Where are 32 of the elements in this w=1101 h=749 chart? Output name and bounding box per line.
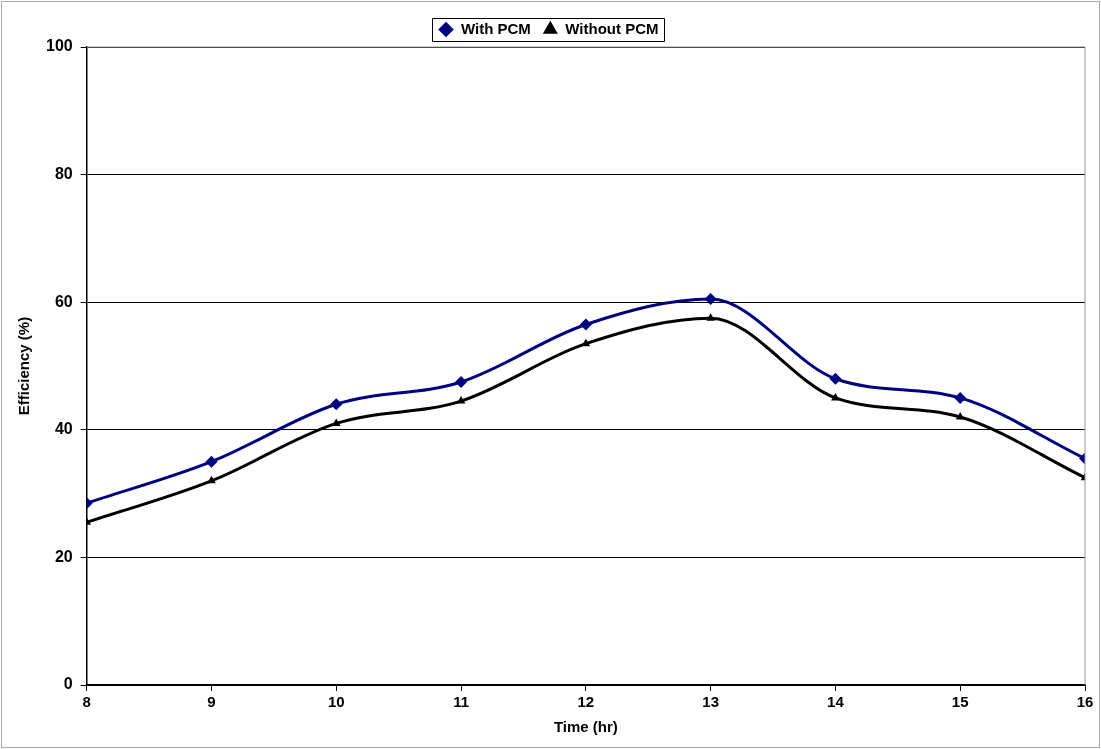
point (455, 375, 468, 388)
x-tick-label: 16 (1076, 693, 1094, 711)
x-tick-label: 13 (702, 693, 719, 711)
y-axis-title: Efficiency (%) (15, 316, 33, 416)
y-tick-label: 40 (54, 420, 73, 438)
point (704, 293, 717, 306)
legend-label: With PCM (460, 19, 531, 37)
y-tick-label: 60 (54, 292, 73, 310)
point (207, 475, 216, 484)
point (579, 318, 592, 331)
x-tick-label: 10 (327, 693, 345, 711)
x-tick-label: 11 (453, 693, 469, 711)
x-tick-label: 9 (207, 693, 216, 711)
point (829, 372, 842, 385)
x-tick-label: 14 (827, 693, 845, 711)
point (831, 392, 840, 401)
point (955, 412, 965, 420)
point (456, 396, 466, 404)
x-tick-label: 8 (82, 693, 91, 711)
x-tick-label: 15 (951, 693, 969, 711)
point (581, 338, 591, 347)
y-tick-label: 20 (54, 547, 73, 565)
point (330, 398, 343, 411)
x-axis-title: Time (hr) (553, 718, 618, 736)
x-tick-label: 12 (577, 693, 595, 711)
point (954, 391, 967, 404)
point (205, 455, 218, 468)
y-tick-label: 0 (63, 675, 73, 693)
legend-label: Without PCM (565, 19, 659, 37)
point (706, 313, 715, 321)
y-tick-label: 80 (54, 165, 73, 183)
y-tick-label: 100 (45, 37, 73, 55)
